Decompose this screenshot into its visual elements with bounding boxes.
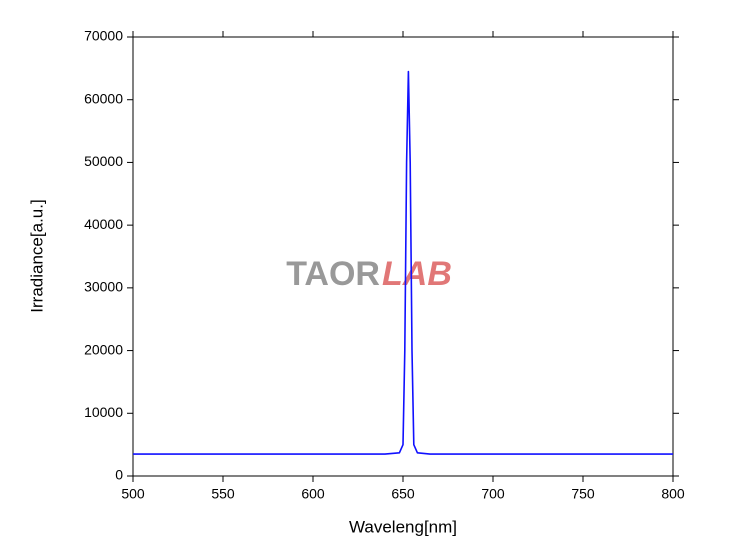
y-tick-label: 70000 <box>84 28 123 44</box>
y-axis-title: Irradiance[a.u.] <box>27 199 46 312</box>
y-tick-label: 30000 <box>84 279 123 295</box>
watermark: TAOR LAB <box>286 255 452 293</box>
watermark-left: TAOR <box>286 255 380 293</box>
x-tick-label: 600 <box>301 486 325 502</box>
y-tick-label: 20000 <box>84 341 123 357</box>
x-tick-label: 750 <box>571 486 595 502</box>
y-tick-label: 10000 <box>84 404 123 420</box>
y-tick-label: 50000 <box>84 153 123 169</box>
y-tick-label: 60000 <box>84 90 123 106</box>
x-tick-label: 700 <box>481 486 505 502</box>
y-tick-label: 40000 <box>84 216 123 232</box>
x-tick-label: 500 <box>121 486 145 502</box>
x-tick-label: 650 <box>391 486 415 502</box>
x-tick-label: 550 <box>211 486 235 502</box>
x-tick-label: 800 <box>661 486 685 502</box>
data-line <box>133 70 673 455</box>
x-axis-title: Waveleng[nm] <box>349 517 457 536</box>
y-tick-label: 0 <box>115 467 123 483</box>
watermark-right: LAB <box>382 255 452 293</box>
